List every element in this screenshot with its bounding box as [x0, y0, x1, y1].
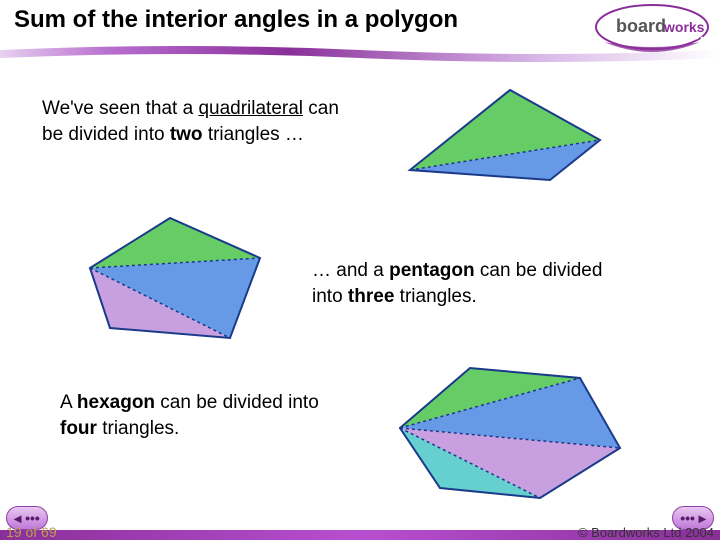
- copyright: © Boardworks Ltd 2004: [578, 525, 714, 540]
- pentagon-diagram: [60, 208, 280, 353]
- pentagon-text: … and a pentagon can be divided into thr…: [312, 258, 632, 309]
- quad-text: We've seen that a quadrilateral can be d…: [42, 96, 342, 147]
- logo-text-works: works: [663, 19, 705, 35]
- page-title: Sum of the interior angles in a polygon: [14, 6, 458, 34]
- footer: ◂ ••• ••• ▸ 19 of 69 © Boardworks Ltd 20…: [0, 512, 720, 540]
- header-divider: [0, 44, 720, 64]
- hexagon-text: A hexagon can be divided into four trian…: [60, 390, 360, 441]
- quadrilateral-diagram: [390, 80, 620, 195]
- logo-text-board: board: [616, 16, 666, 36]
- content-area: We've seen that a quadrilateral can be d…: [0, 68, 720, 508]
- hexagon-diagram: [380, 358, 640, 513]
- header: Sum of the interior angles in a polygon …: [0, 0, 720, 68]
- page-number: 19 of 69: [6, 524, 57, 540]
- next-icon: ••• ▸: [680, 510, 706, 527]
